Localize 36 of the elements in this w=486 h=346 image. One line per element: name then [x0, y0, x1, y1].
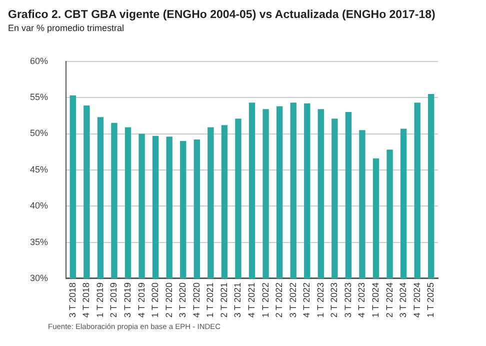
x-tick-label: 3 T 2024 — [398, 282, 408, 318]
x-tick-label: 2 T 2024 — [384, 282, 394, 318]
y-tick-label: 35% — [30, 236, 48, 247]
x-tick-label: 3 T 2018 — [67, 282, 78, 318]
x-tick-label: 2 T 2022 — [274, 282, 284, 318]
x-tick-label: 2 T 2019 — [108, 282, 119, 318]
y-tick-label: 40% — [30, 200, 48, 211]
x-tick-label: 3 T 2022 — [288, 282, 298, 318]
x-tick-label: 3 T 2019 — [122, 282, 132, 318]
x-tick-label: 1 T 2021 — [205, 282, 216, 318]
y-tick-label: 55% — [30, 92, 48, 102]
y-tick-label: 50% — [30, 128, 48, 138]
x-tick-label: 4 T 2021 — [246, 282, 256, 318]
x-tick-label: 1 T 2023 — [315, 282, 326, 318]
y-tick-label: 60% — [30, 56, 48, 66]
chart-title: Grafico 2. CBT GBA vigente (ENGHo 2004-05) vs Actualizada (ENGHo 2017-18) — [8, 8, 436, 22]
x-tick-label: 3 T 2020 — [178, 282, 188, 318]
x-tick-label: 4 T 2023 — [356, 282, 367, 318]
x-tick-label: 4 T 2022 — [302, 282, 312, 318]
x-tick-label: 1 T 2019 — [94, 282, 105, 318]
x-tick-label: 4 T 2018 — [81, 282, 92, 318]
x-tick-label: 2 T 2020 — [164, 282, 174, 318]
chart-subtitle: En var % promedio trimestral — [8, 22, 126, 34]
x-tick-label: 2 T 2021 — [218, 282, 229, 318]
y-tick-label: 30% — [30, 272, 48, 283]
x-tick-label: 1 T 2024 — [370, 282, 380, 318]
x-tick-label: 3 T 2023 — [342, 282, 353, 318]
x-tick-label: 4 T 2019 — [136, 282, 146, 318]
x-tick-label: 1 T 2025 — [426, 282, 436, 318]
x-tick-label: 2 T 2023 — [329, 282, 340, 318]
x-tick-label: 1 T 2022 — [260, 282, 270, 318]
x-tick-label: 3 T 2021 — [232, 282, 243, 318]
x-tick-label: 4 T 2020 — [191, 282, 202, 318]
x-tick-label: 1 T 2020 — [150, 282, 160, 318]
y-tick-label: 45% — [30, 164, 48, 174]
x-tick-label: 4 T 2024 — [412, 282, 422, 318]
